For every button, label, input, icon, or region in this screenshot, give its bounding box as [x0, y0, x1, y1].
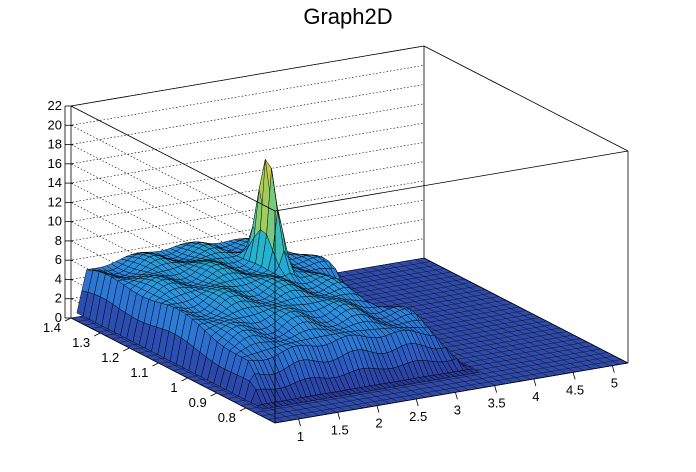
y-tick-label: 1.1 [130, 365, 148, 380]
x-tick-label: 5 [611, 376, 618, 391]
y-tick [239, 407, 247, 412]
surface-mesh [76, 158, 480, 410]
z-tick-label: 20 [48, 117, 62, 132]
frame-edge [274, 150, 629, 212]
x-tick-label: 3 [454, 402, 461, 417]
x-tick-label: 3.5 [488, 396, 506, 411]
frame-edge [423, 45, 629, 152]
y-tick [210, 392, 217, 397]
x-tick [298, 418, 301, 427]
y-tick-label: 0.8 [218, 410, 236, 425]
y-axis: 0.8 0.9 1 1.1 1.2 1.3 1.4 [43, 317, 247, 425]
x-tick-label: 1.5 [331, 422, 349, 437]
x-tick-label: 2 [375, 416, 382, 431]
y-tick [152, 362, 159, 367]
y-tick-label: 1.4 [43, 320, 61, 335]
x-tick-label: 4 [532, 389, 539, 404]
x-tick [455, 392, 458, 400]
floor-line [268, 359, 622, 420]
x-tick [376, 405, 380, 413]
x-tick [494, 385, 498, 393]
frame-edge [70, 105, 276, 212]
y-tick-label: 0.9 [189, 395, 207, 410]
back-wall [71, 46, 424, 318]
z-axis: 0 2 4 6 8 10 12 14 16 18 20 22 [48, 98, 73, 325]
x-tick [572, 372, 576, 380]
x-tick [533, 378, 537, 387]
z-tick-label: 10 [48, 214, 62, 229]
y-tick-label: 1 [170, 380, 177, 395]
z-tick-label: 22 [48, 98, 62, 113]
x-axis: 1 1.5 2 2.5 3 3.5 4 4.5 5 [297, 365, 618, 444]
z-tick-label: 16 [48, 156, 62, 171]
x-tick [337, 412, 341, 420]
y-tick [181, 377, 188, 382]
z-tick-label: 12 [48, 194, 62, 209]
y-tick-label: 1.2 [101, 350, 119, 365]
z-tick-label: 6 [55, 252, 62, 267]
z-tick-label: 4 [55, 271, 62, 286]
x-tick [415, 398, 419, 407]
x-tick-label: 1 [297, 429, 304, 444]
y-tick [93, 332, 101, 337]
frame-edge [423, 257, 629, 364]
z-tick-label: 14 [48, 175, 62, 190]
surface-cell [467, 368, 480, 374]
z-tick-label: 0 [55, 310, 62, 325]
frame-edge [70, 317, 276, 424]
frame-edge [70, 45, 425, 107]
y-tick [123, 347, 130, 352]
chart-title: Graph2D [303, 4, 393, 29]
frame-edge [274, 362, 629, 424]
z-tick-label: 2 [55, 291, 62, 306]
x-tick-label: 2.5 [409, 409, 427, 424]
z-tick-label: 8 [55, 233, 62, 248]
floor-line [254, 352, 608, 413]
x-tick [611, 365, 615, 373]
box-frame [70, 45, 629, 424]
y-tick-label: 1.3 [72, 335, 90, 350]
z-tick-label: 18 [48, 137, 62, 152]
floor-line [261, 355, 615, 417]
y-tick [64, 317, 72, 322]
x-tick-label: 4.5 [566, 382, 584, 397]
